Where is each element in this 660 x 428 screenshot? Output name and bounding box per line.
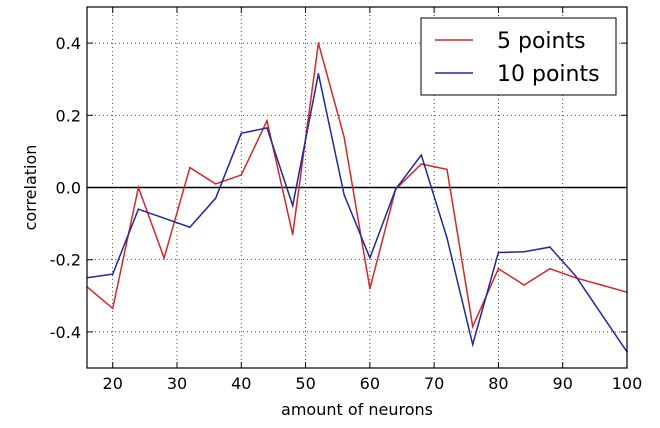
- x-tick-label: 30: [167, 374, 187, 393]
- data-point-5-points: [240, 174, 243, 176]
- x-tick-label: 40: [231, 374, 251, 393]
- data-point-5-points: [291, 233, 294, 236]
- data-point-5-points: [137, 186, 140, 189]
- data-point-10-points: [189, 226, 191, 229]
- data-point-10-points: [549, 246, 551, 248]
- y-tick-label: -0.2: [50, 251, 81, 270]
- data-point-5-points: [420, 163, 423, 165]
- data-point-5-points: [369, 287, 371, 290]
- y-axis-label: correlation: [21, 145, 40, 231]
- tick-layer: [87, 7, 628, 368]
- data-point-10-points: [600, 313, 603, 315]
- data-point-10-points: [137, 208, 140, 210]
- data-point-5-points: [189, 166, 191, 169]
- data-point-5-points: [163, 257, 165, 259]
- data-point-10-points: [574, 275, 577, 277]
- series-line-10-points: [86, 73, 628, 353]
- data-point-10-points: [291, 204, 294, 207]
- legend-box: [420, 17, 617, 96]
- y-tick-labels: -0.4 -0.2 0.0 0.2 0.4: [50, 34, 81, 342]
- data-point-5-points: [446, 168, 448, 171]
- data-point-10-points: [523, 250, 525, 253]
- y-tick-label: 0.4: [56, 34, 81, 53]
- data-point-5-points: [600, 284, 603, 286]
- data-point-5-points: [111, 307, 114, 310]
- data-point-5-points: [317, 42, 320, 44]
- y-tick-label: -0.4: [50, 323, 81, 342]
- data-point-10-points: [369, 257, 371, 259]
- data-point-5-points: [523, 284, 525, 286]
- x-tick-labels: 20 30 40 50 60 70 80 90 100: [103, 374, 643, 393]
- x-tick-label: 90: [553, 374, 573, 393]
- x-tick-label: 80: [488, 374, 508, 393]
- y-tick-label: 0.0: [56, 179, 81, 198]
- data-point-5-points: [343, 136, 345, 138]
- data-point-10-points: [420, 154, 423, 156]
- data-point-10-points: [240, 132, 243, 135]
- data-point-10-points: [266, 127, 268, 129]
- data-point-10-points: [163, 217, 165, 219]
- legend-label-10-points: 10 points: [497, 62, 600, 87]
- data-point-10-points: [317, 72, 320, 75]
- data-point-5-points: [471, 325, 474, 328]
- data-point-10-points: [111, 273, 114, 275]
- x-tick-label: 70: [424, 374, 444, 393]
- series-line-5-points: [86, 42, 628, 330]
- x-tick-label: 100: [612, 374, 643, 393]
- x-tick-label: 50: [295, 374, 315, 393]
- data-point-5-points: [549, 267, 551, 270]
- data-point-10-points: [343, 193, 345, 196]
- legend-label-5-points: 5 points: [497, 29, 586, 54]
- data-point-10-points: [497, 251, 500, 254]
- x-tick-label: 60: [360, 374, 380, 393]
- data-point-5-points: [266, 119, 268, 122]
- legend: 5 points 10 points: [420, 17, 617, 96]
- data-point-10-points: [394, 188, 397, 191]
- x-tick-label: 20: [103, 374, 123, 393]
- data-point-5-points: [497, 267, 500, 270]
- data-point-10-points: [214, 197, 217, 200]
- y-tick-label: 0.2: [56, 106, 81, 125]
- data-point-5-points: [214, 183, 217, 185]
- data-point-10-points: [471, 343, 474, 346]
- data-point-10-points: [446, 237, 448, 239]
- x-axis-label: amount of neurons: [281, 400, 433, 419]
